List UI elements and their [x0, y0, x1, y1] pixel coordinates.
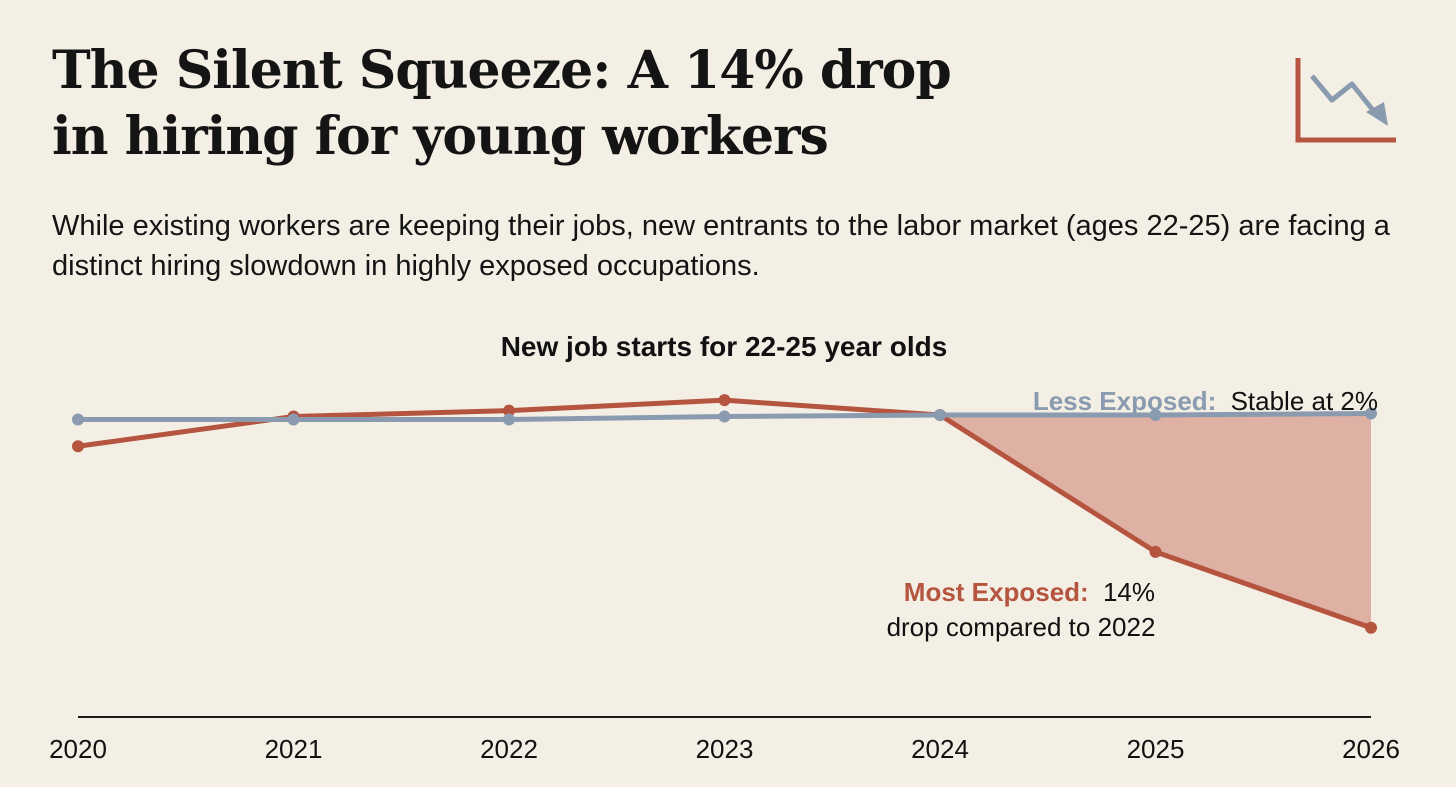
data-point-less-exposed-2020	[72, 413, 84, 426]
data-point-most-exposed-2025	[1149, 545, 1162, 558]
annotation-less-exposed: Less Exposed: Stable at 2%	[1033, 386, 1378, 416]
x-tick-label-2021: 2021	[265, 734, 323, 764]
data-point-less-exposed-2021	[287, 413, 300, 426]
annotation-most-exposed-label: Most Exposed:	[904, 577, 1089, 607]
annotation-most-exposed-line2: drop compared to 2022	[887, 612, 1156, 642]
data-point-most-exposed-2020	[72, 440, 84, 453]
annotation-most-exposed: Most Exposed: 14%	[904, 577, 1155, 607]
line-chart: New job starts for 22-25 year olds 2020 2…	[49, 331, 1400, 764]
trend-icon-arrowhead	[1366, 102, 1388, 126]
data-point-most-exposed-2026	[1365, 621, 1377, 634]
chart-title: New job starts for 22-25 year olds	[501, 331, 948, 362]
data-point-less-exposed-2022	[503, 413, 515, 426]
data-point-less-exposed-2025	[1149, 409, 1162, 422]
data-point-less-exposed-2023	[718, 410, 731, 423]
data-point-less-exposed-2024	[934, 409, 946, 422]
x-tick-label-2026: 2026	[1342, 734, 1400, 764]
x-tick-label-2022: 2022	[480, 734, 538, 764]
x-tick-label-2023: 2023	[696, 734, 754, 764]
trend-icon-axis	[1295, 58, 1396, 143]
shaded-gap-area	[940, 413, 1371, 628]
annotation-less-exposed-label: Less Exposed:	[1033, 386, 1217, 416]
trend-down-icon	[1295, 58, 1396, 143]
x-tick-label-2025: 2025	[1127, 734, 1185, 764]
x-tick-label-2024: 2024	[911, 734, 969, 764]
data-point-most-exposed-2022	[503, 404, 515, 417]
page-subtitle: While existing workers are keeping their…	[52, 210, 1390, 282]
annotation-less-exposed-text: Stable at 2%	[1231, 386, 1378, 416]
annotation-most-exposed-text: 14%	[1103, 577, 1155, 607]
data-point-less-exposed-2026	[1365, 407, 1377, 420]
trend-icon-line	[1310, 74, 1378, 116]
page-title: The Silent Squeeze: A 14% drop in hiring…	[52, 40, 952, 167]
x-tick-label-2020: 2020	[49, 734, 107, 764]
data-point-most-exposed-2023	[718, 394, 731, 407]
